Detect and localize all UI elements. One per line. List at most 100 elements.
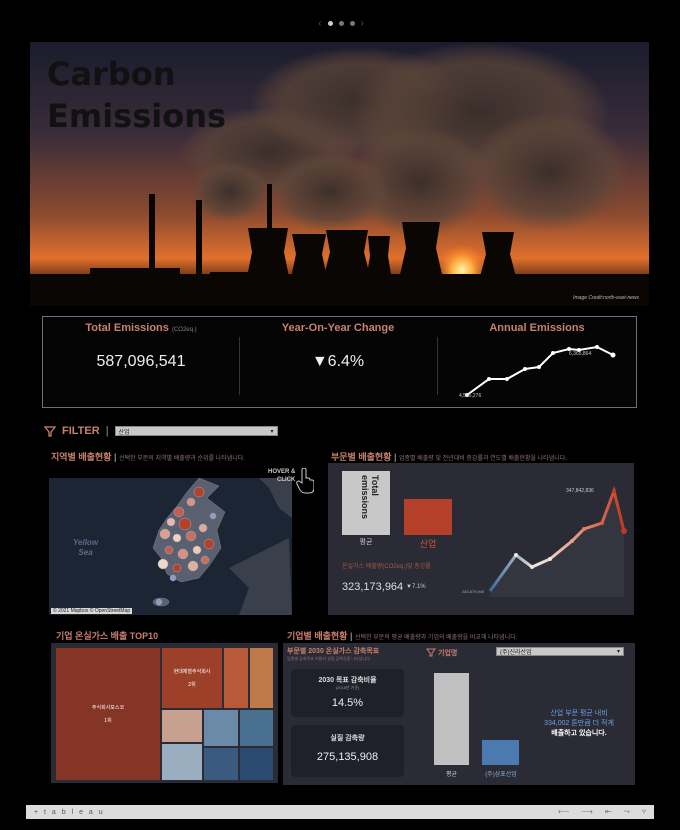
metric-label: 온실가스 배출량(CO2eq.)및 증감률 [342, 564, 431, 570]
chevron-down-icon: ▾ [270, 428, 274, 435]
company-filter-label: 기업명 [438, 650, 458, 657]
metric-value: 323,173,964 [342, 581, 404, 593]
treemap-tile[interactable]: 현대제철주식회사 2위 [161, 647, 223, 709]
kpi-total-value: 587,096,541 [96, 353, 186, 370]
average-bar[interactable]: Total emissions [342, 471, 390, 535]
filter-icon [44, 425, 56, 437]
annual-min-label: 4,585,276 [459, 393, 481, 399]
redo-icon[interactable]: ⟶ [581, 807, 593, 816]
treemap-tile[interactable] [239, 709, 274, 747]
actual-reduction-title: 실질 감축량 [330, 735, 365, 742]
treemap-tile[interactable] [161, 743, 203, 781]
target-subtitle: 업종별 감축목표 비율과 실질 감축량을 나타냅니다. [287, 656, 371, 661]
kpi-total-title: Total Emissions [85, 322, 169, 334]
companies-title: 기업 온실가스 배출 TOP10 [56, 631, 159, 641]
actual-reduction-value: 275,135,908 [316, 751, 379, 763]
power-plant-illustration [30, 42, 649, 306]
target-ratio-value: 14.5% [331, 697, 364, 709]
kpi-strip: Total Emissions (CO2eq.) 587,096,541 Yea… [42, 316, 637, 408]
treemap-tile[interactable] [203, 747, 239, 781]
hover-hint: HOVER & CLICK [268, 469, 296, 484]
tableau-toolbar: + t a b l e a u ⟵ ⟶ ⇤ ⤳ ▿ [26, 805, 654, 819]
regional-subtitle: 선택한 부문의 지역별 배출량과 순위를 나타냅니다. [119, 456, 245, 462]
average-emission-bar[interactable] [434, 673, 469, 765]
page-dot[interactable] [349, 20, 355, 26]
divider [239, 337, 240, 395]
page-dot[interactable] [338, 20, 344, 26]
target-ratio-title: 2030 목표 감축비율 [318, 677, 377, 684]
company-filter-value: (주)신라산업 [500, 650, 532, 656]
company-bar-label: (주)삼표산업 [485, 772, 517, 778]
sector-trend-chart[interactable]: 347,842,836 283,879,949 [454, 483, 630, 597]
industry-bar[interactable] [404, 499, 452, 535]
filter-row: FILTER | 산업 ▾ [44, 424, 278, 438]
tile-company-name: 주식회사포스코 [91, 705, 125, 711]
chevron-right-icon[interactable]: › [360, 17, 364, 29]
company-filter-dropdown[interactable]: (주)신라산업 ▾ [496, 647, 624, 656]
revert-icon[interactable]: ⇤ [604, 807, 612, 816]
undo-icon[interactable]: ⟵ [557, 807, 570, 816]
metric-change: ▼7.1% [406, 584, 426, 590]
tile-rank: 1위 [104, 718, 112, 724]
kpi-total: Total Emissions (CO2eq.) 587,096,541 [43, 317, 239, 407]
sector-title: 부문별 배출현황 [331, 452, 392, 462]
treemap-tile[interactable] [161, 709, 203, 743]
treemap-tile[interactable] [223, 647, 249, 709]
toolbar-icons: ⟵ ⟶ ⇤ ⤳ ▿ [558, 807, 646, 817]
company-compare-heading: 기업별 배출현황 [287, 631, 348, 641]
sector-subtitle: 업종별 배출량 및 전년대비 증감률과 연도별 배출현황을 나타냅니다. [399, 456, 567, 462]
korea-emissions-map[interactable]: Yellow Sea © 2021 Mapbox © OpenStreetMap [49, 478, 292, 615]
filter-icon [426, 648, 436, 657]
average-bar-text: Total emissions [360, 475, 380, 520]
trend-min-label: 283,879,949 [462, 589, 485, 594]
company-emission-bar[interactable] [482, 740, 519, 765]
kpi-yoy: Year-On-Year Change ▼6.4% [239, 317, 437, 407]
chevron-left-icon[interactable]: ‹ [318, 17, 322, 29]
tableau-logo[interactable]: + t a b l e a u [34, 808, 105, 816]
regional-section-title: 지역별 배출현황 | 선택한 부문의 지역별 배출량과 순위를 나타냅니다. [51, 452, 245, 462]
kpi-total-label: Total Emissions (CO2eq.) [43, 322, 239, 334]
company-compare-subtitle: 선택한 부문의 평균 배출량과 기업의 배출량을 비교해 나타냅니다. [355, 635, 518, 641]
share-icon[interactable]: ⤳ [623, 807, 630, 816]
treemap-tile[interactable] [203, 709, 239, 747]
sector-section-title: 부문별 배출현황 | 업종별 배출량 및 전년대비 증감률과 연도별 배출현황을… [331, 452, 567, 462]
target-ratio-sub: (2018년 기준) [335, 685, 360, 690]
sector-filter-value: 산업 [118, 429, 130, 436]
target-title: 부문별 2030 온실가스 감축목표 [287, 648, 380, 655]
chevron-down-icon: ▾ [616, 649, 620, 655]
kpi-annual-label: Annual Emissions [489, 322, 585, 334]
dashboard-pager[interactable]: ‹ › [316, 17, 366, 29]
target-ratio-card: 2030 목표 감축비율 (2018년 기준) 14.5% [291, 669, 404, 717]
note-line-1: 산업 부문 평균 내비 [550, 710, 608, 717]
image-credit: Image Credit:north-east-news [573, 295, 639, 301]
industry-bar-label: 산업 [419, 539, 437, 549]
page-dot[interactable] [327, 20, 333, 26]
company-compare-title: 기업별 배출현황 | 선택한 부문의 평균 배출량과 기업의 배출량을 비교해 … [287, 631, 518, 641]
company-treemap[interactable]: 주식회사포스코 1위 현대제철주식회사 2위 [51, 643, 278, 783]
kpi-yoy-label: Year-On-Year Change [281, 322, 395, 334]
annual-sparkline[interactable]: 4,585,276 6,365,864 [437, 335, 637, 405]
hero-image: Carbon Emissions Image Credit:north-east… [30, 42, 649, 306]
divider [437, 337, 438, 395]
average-bar-label: 평균 [359, 539, 373, 546]
treemap-tile[interactable] [239, 747, 274, 781]
average-bar-label: 평균 [445, 772, 458, 778]
note-line-3: 배출하고 있습니다. [551, 729, 607, 737]
filter-divider: | [105, 425, 109, 437]
pointer-hand-icon [296, 468, 314, 494]
kpi-total-unit: (CO2eq.) [171, 327, 197, 333]
kpi-annual: Annual Emissions 4,585,276 6,365,864 [437, 317, 637, 407]
map-graphic [152, 478, 292, 615]
comment-icon[interactable]: ▿ [641, 807, 646, 816]
kpi-yoy-value: ▼6.4% [311, 353, 365, 370]
filter-label: FILTER [62, 425, 100, 437]
hero-title: Carbon Emissions [47, 55, 227, 135]
map-copyright[interactable]: © 2021 Mapbox © OpenStreetMap [51, 608, 133, 614]
treemap-tile[interactable]: 주식회사포스코 1위 [55, 647, 161, 781]
sector-filter-dropdown[interactable]: 산업 ▾ [114, 426, 278, 436]
annual-max-label: 6,365,864 [569, 351, 591, 357]
note-line-2: 334,002 톤만큼 더 적게 [544, 719, 614, 727]
actual-reduction-card: 실질 감축량 275,135,908 [291, 725, 404, 777]
sector-panel: Total emissions 평균 산업 온실가스 배출량(CO2eq.)및 … [328, 463, 634, 615]
treemap-tile[interactable] [249, 647, 274, 709]
